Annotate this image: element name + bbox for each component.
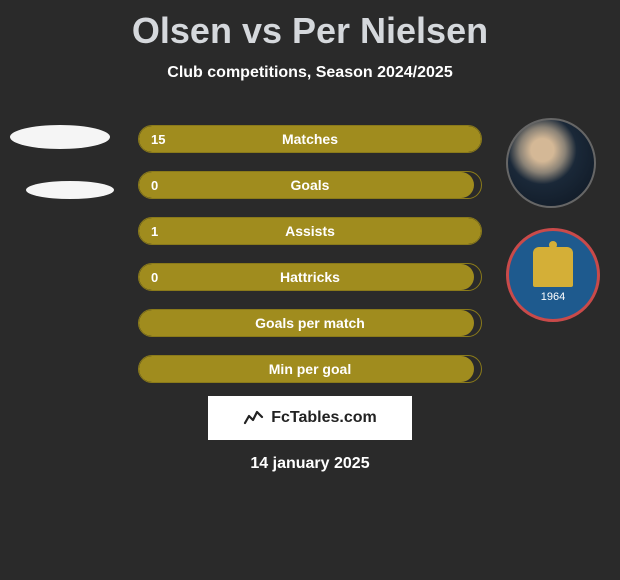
stat-label: Matches [139,131,481,147]
stat-bar-goals-per-match: Goals per match [138,309,482,337]
page-title: Olsen vs Per Nielsen [0,0,620,52]
stat-label: Min per goal [139,361,481,377]
left-avatar-group [10,125,114,231]
stat-label: Hattricks [139,269,481,285]
watermark: FcTables.com [208,396,412,440]
player-avatar-placeholder-1 [10,125,110,149]
page-subtitle: Club competitions, Season 2024/2025 [0,64,620,82]
stats-container: 15 Matches 0 Goals 1 Assists 0 Hattricks… [138,125,482,401]
stat-bar-hattricks: 0 Hattricks [138,263,482,291]
stat-bar-assists: 1 Assists [138,217,482,245]
stat-label: Goals per match [139,315,481,331]
player-avatar-placeholder-2 [26,181,114,199]
stat-bar-min-per-goal: Min per goal [138,355,482,383]
stat-label: Assists [139,223,481,239]
club-badge: 1964 [506,228,600,322]
stat-bar-matches: 15 Matches [138,125,482,153]
club-badge-year: 1964 [541,291,565,303]
right-avatar-group: 1964 [506,118,600,322]
club-badge-icon [533,247,573,287]
watermark-logo-icon [243,406,265,431]
coach-avatar [506,118,596,208]
stat-bar-goals: 0 Goals [138,171,482,199]
stat-label: Goals [139,177,481,193]
date-text: 14 january 2025 [0,455,620,473]
watermark-text: FcTables.com [271,409,377,427]
